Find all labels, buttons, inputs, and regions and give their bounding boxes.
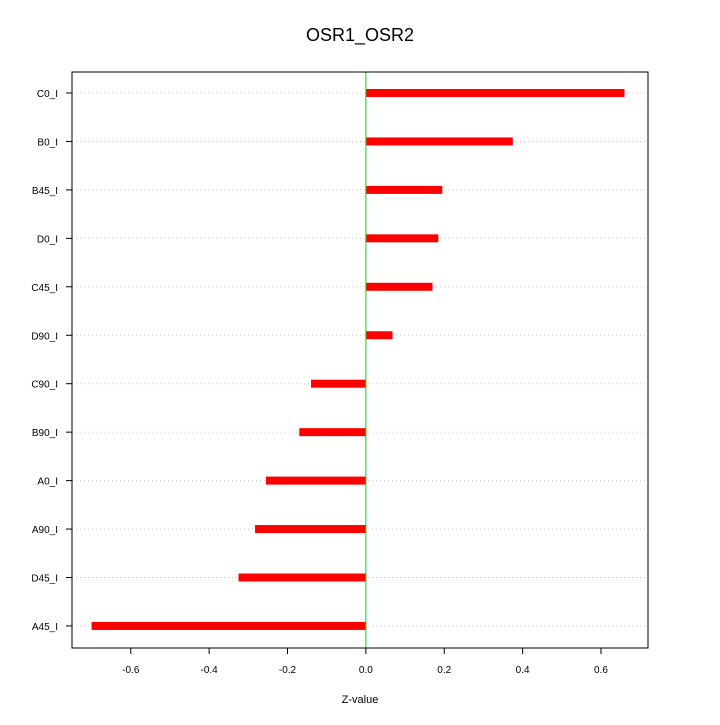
x-tick-label: 0.0 [359, 665, 373, 676]
grid-lines [72, 92, 648, 627]
y-tick-label: D90_I [31, 331, 58, 342]
y-tick-label: C0_I [37, 89, 58, 100]
y-tick-label: B90_I [32, 428, 58, 439]
bar-a90-i [254, 525, 366, 534]
x-tick-label: -0.2 [279, 665, 297, 676]
x-tick-label: 0.4 [516, 665, 530, 676]
y-tick-label: D0_I [37, 234, 58, 245]
x-tick-label: 0.2 [437, 665, 451, 676]
plot-frame [71, 71, 649, 649]
axes: C0_I B0_I B45_I D0_I C45_I D90_I C90_I B90_I A0_… [31, 71, 649, 676]
bar-d45-i [238, 573, 366, 582]
bar-b0-i [365, 137, 513, 146]
y-tick-label: B45_I [32, 186, 58, 197]
bar-c45-i [365, 282, 433, 291]
bars [91, 89, 625, 630]
x-tick-label: -0.6 [122, 665, 140, 676]
bar-a0-i [265, 476, 366, 485]
y-tick-label: B0_I [37, 137, 58, 148]
bar-b45-i [365, 185, 443, 194]
x-tick-label: 0.6 [594, 665, 608, 676]
bar-d0-i [365, 234, 439, 243]
chart-title: OSR1_OSR2 [306, 25, 414, 46]
y-tick-label: A0_I [37, 477, 58, 488]
y-tick-label: A90_I [32, 525, 58, 536]
bar-b90-i [299, 428, 366, 437]
bar-a45-i [91, 621, 366, 630]
bar-c0-i [365, 89, 625, 97]
y-tick-label: D45_I [31, 574, 58, 585]
bar-d90-i [365, 331, 393, 340]
y-tick-label: A45_I [32, 622, 58, 633]
x-axis-label: Z-value [342, 694, 379, 706]
x-tick-label: -0.4 [201, 665, 219, 676]
y-tick-label: C90_I [31, 380, 58, 391]
bar-c90-i [311, 379, 366, 388]
y-tick-label: C45_I [31, 283, 58, 294]
